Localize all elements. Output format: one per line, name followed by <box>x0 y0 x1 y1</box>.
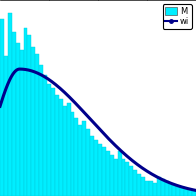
Bar <box>16 43 20 196</box>
Bar <box>137 174 141 196</box>
Bar <box>24 28 27 196</box>
Bar <box>157 177 161 196</box>
Bar <box>63 106 67 196</box>
Bar <box>47 84 51 196</box>
Bar <box>35 54 39 196</box>
Bar <box>82 121 86 196</box>
Bar <box>43 75 47 196</box>
Bar <box>90 136 94 196</box>
Bar <box>165 181 169 196</box>
Bar <box>102 147 106 196</box>
Bar <box>145 181 149 196</box>
Bar <box>118 151 122 196</box>
Bar <box>188 189 192 196</box>
Bar <box>133 170 137 196</box>
Bar <box>51 88 55 196</box>
Bar <box>12 32 16 196</box>
Bar <box>78 125 82 196</box>
Bar <box>141 177 145 196</box>
Bar <box>94 140 98 196</box>
Bar <box>169 183 172 196</box>
Bar <box>67 103 71 196</box>
Bar <box>180 187 184 196</box>
Bar <box>129 166 133 196</box>
Bar <box>0 19 4 196</box>
Bar <box>110 155 114 196</box>
Bar <box>161 179 165 196</box>
Bar <box>192 190 196 196</box>
Bar <box>8 13 12 196</box>
Bar <box>176 187 180 196</box>
Bar <box>106 151 110 196</box>
Bar <box>172 185 176 196</box>
Bar <box>98 144 102 196</box>
Bar <box>59 99 63 196</box>
Bar <box>122 159 125 196</box>
Bar <box>125 162 129 196</box>
Bar <box>20 50 24 196</box>
Bar <box>114 159 118 196</box>
Bar <box>184 189 188 196</box>
Bar <box>86 129 90 196</box>
Bar <box>31 47 35 196</box>
Bar <box>149 181 153 196</box>
Bar <box>4 56 8 196</box>
Bar <box>39 65 43 196</box>
Bar <box>55 95 59 196</box>
Bar <box>27 35 31 196</box>
Bar <box>71 112 74 196</box>
Legend: M, wi: M, wi <box>163 4 192 29</box>
Bar <box>153 183 157 196</box>
Bar <box>74 118 78 196</box>
